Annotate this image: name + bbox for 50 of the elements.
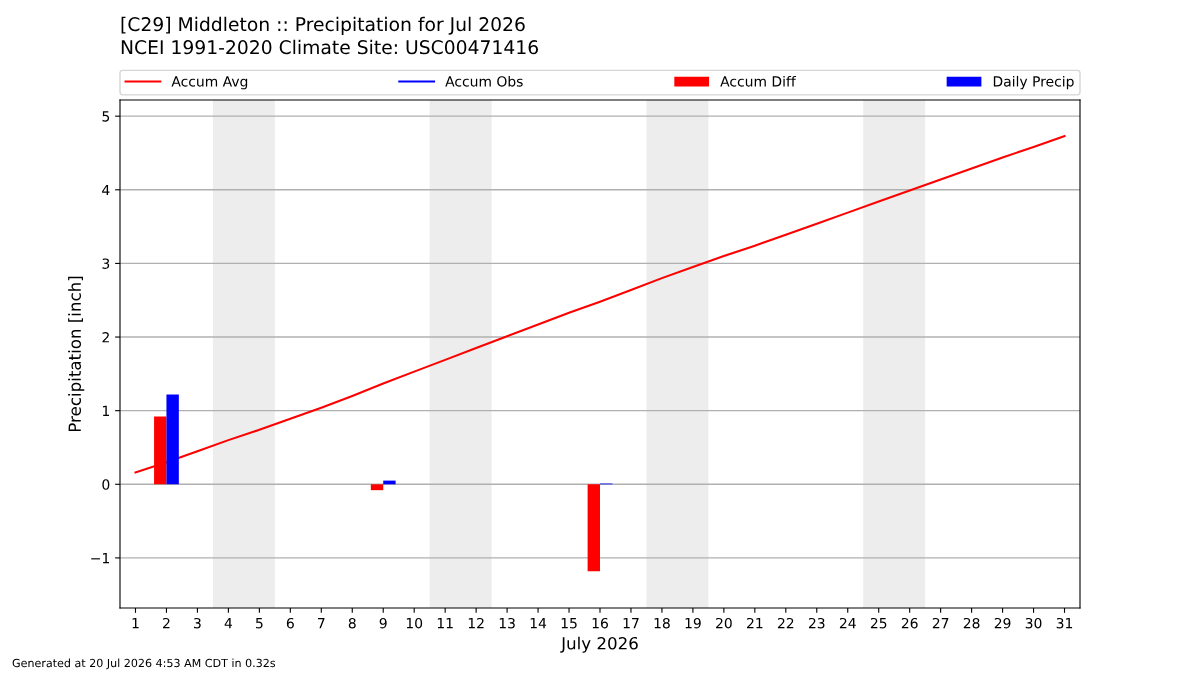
- y-tick-label: 2: [102, 332, 109, 343]
- x-tick-label: 26: [901, 617, 918, 629]
- x-tick-label: 11: [437, 618, 453, 629]
- x-tick-label: 8: [348, 617, 356, 629]
- x-tick-label: 13: [499, 617, 515, 629]
- x-tick-label: 19: [685, 617, 701, 629]
- x-tick-label: 5: [256, 618, 263, 629]
- x-tick-label: 16: [592, 617, 608, 629]
- x-tick-label: 10: [406, 617, 423, 629]
- x-tick-label: 14: [530, 618, 547, 629]
- y-tick-label: 5: [102, 111, 110, 122]
- y-axis-title: Precipitation [inch]: [68, 276, 85, 432]
- x-tick-label: 23: [808, 617, 825, 629]
- x-tick-label: 15: [561, 618, 577, 629]
- text: Generated at 20 Jul 2026 4:53 AM CDT in 0.32s: [12, 658, 276, 670]
- x-tick-label: 29: [994, 617, 1011, 629]
- x-tick-label: 1: [132, 618, 139, 629]
- x-tick-label: 25: [870, 617, 887, 629]
- y-tick-label: 4: [102, 184, 110, 196]
- x-tick-label: 24: [839, 617, 856, 629]
- x-tick-label: 27: [932, 617, 949, 629]
- bar: [166, 394, 179, 485]
- x-tick-label: 9: [379, 617, 387, 629]
- x-axis-title: July 2026: [560, 636, 638, 653]
- bar: [370, 484, 384, 491]
- x-tick-label: 2: [163, 617, 170, 629]
- x-tick-label: 21: [747, 617, 763, 629]
- x-tick-label: 28: [963, 617, 980, 629]
- x-tick-label: 31: [1056, 617, 1073, 629]
- x-tick-label: 7: [318, 618, 325, 629]
- legend-label: Accum Avg: [171, 76, 248, 90]
- legend-label: Daily Precip: [993, 75, 1074, 90]
- chart-title: [C29] Middleton :: Precipitation for Jul 2026: [121, 16, 525, 35]
- x-tick-label: 30: [1025, 617, 1042, 629]
- y-tick-label: 0: [102, 479, 110, 490]
- chart-subtitle: NCEI 1991-2020 Climate Site: USC00471416: [121, 39, 538, 55]
- y-tick-label: −1: [91, 553, 109, 564]
- x-tick-label: 20: [716, 617, 732, 629]
- x-tick-label: 4: [224, 618, 233, 629]
- x-tick-label: 18: [654, 617, 670, 629]
- x-tick-label: 6: [286, 617, 294, 629]
- y-tick-label: 3: [102, 258, 110, 269]
- x-tick-label: 17: [623, 618, 639, 629]
- y-tick-label: 1: [102, 405, 109, 416]
- bar: [587, 484, 600, 572]
- x-tick-label: 3: [194, 617, 201, 629]
- x-tick-label: 22: [777, 617, 794, 629]
- legend-label: Accum Diff: [720, 75, 797, 87]
- x-tick-label: 12: [468, 617, 484, 629]
- legend-label: Accum Obs: [445, 75, 523, 87]
